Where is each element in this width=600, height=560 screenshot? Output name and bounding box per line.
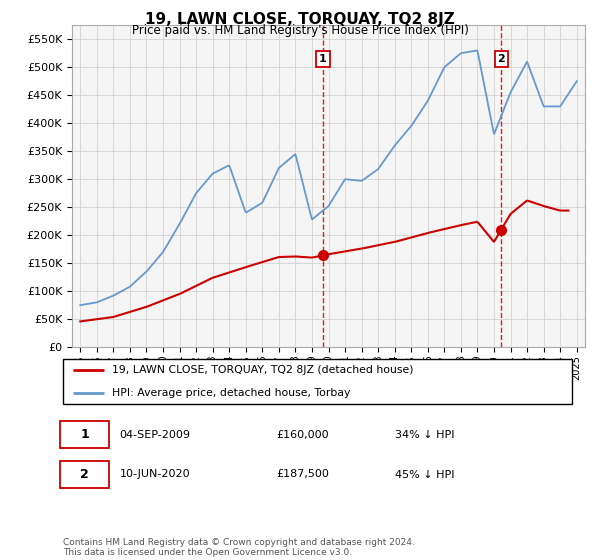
FancyBboxPatch shape [60, 460, 109, 488]
Text: 1: 1 [80, 428, 89, 441]
Text: 34% ↓ HPI: 34% ↓ HPI [395, 430, 455, 440]
Text: £187,500: £187,500 [277, 469, 329, 479]
Text: 10-JUN-2020: 10-JUN-2020 [119, 469, 190, 479]
Text: Price paid vs. HM Land Registry's House Price Index (HPI): Price paid vs. HM Land Registry's House … [131, 24, 469, 37]
Text: 2: 2 [497, 54, 505, 64]
Text: 1: 1 [319, 54, 327, 64]
Text: 19, LAWN CLOSE, TORQUAY, TQ2 8JZ (detached house): 19, LAWN CLOSE, TORQUAY, TQ2 8JZ (detach… [112, 365, 413, 375]
Text: 19, LAWN CLOSE, TORQUAY, TQ2 8JZ: 19, LAWN CLOSE, TORQUAY, TQ2 8JZ [145, 12, 455, 27]
Text: 04-SEP-2009: 04-SEP-2009 [119, 430, 190, 440]
FancyBboxPatch shape [60, 421, 109, 449]
Text: £160,000: £160,000 [277, 430, 329, 440]
Text: Contains HM Land Registry data © Crown copyright and database right 2024.
This d: Contains HM Land Registry data © Crown c… [63, 538, 415, 557]
Text: 2: 2 [80, 468, 89, 481]
Text: 45% ↓ HPI: 45% ↓ HPI [395, 469, 455, 479]
FancyBboxPatch shape [62, 359, 572, 404]
Text: HPI: Average price, detached house, Torbay: HPI: Average price, detached house, Torb… [112, 388, 350, 398]
